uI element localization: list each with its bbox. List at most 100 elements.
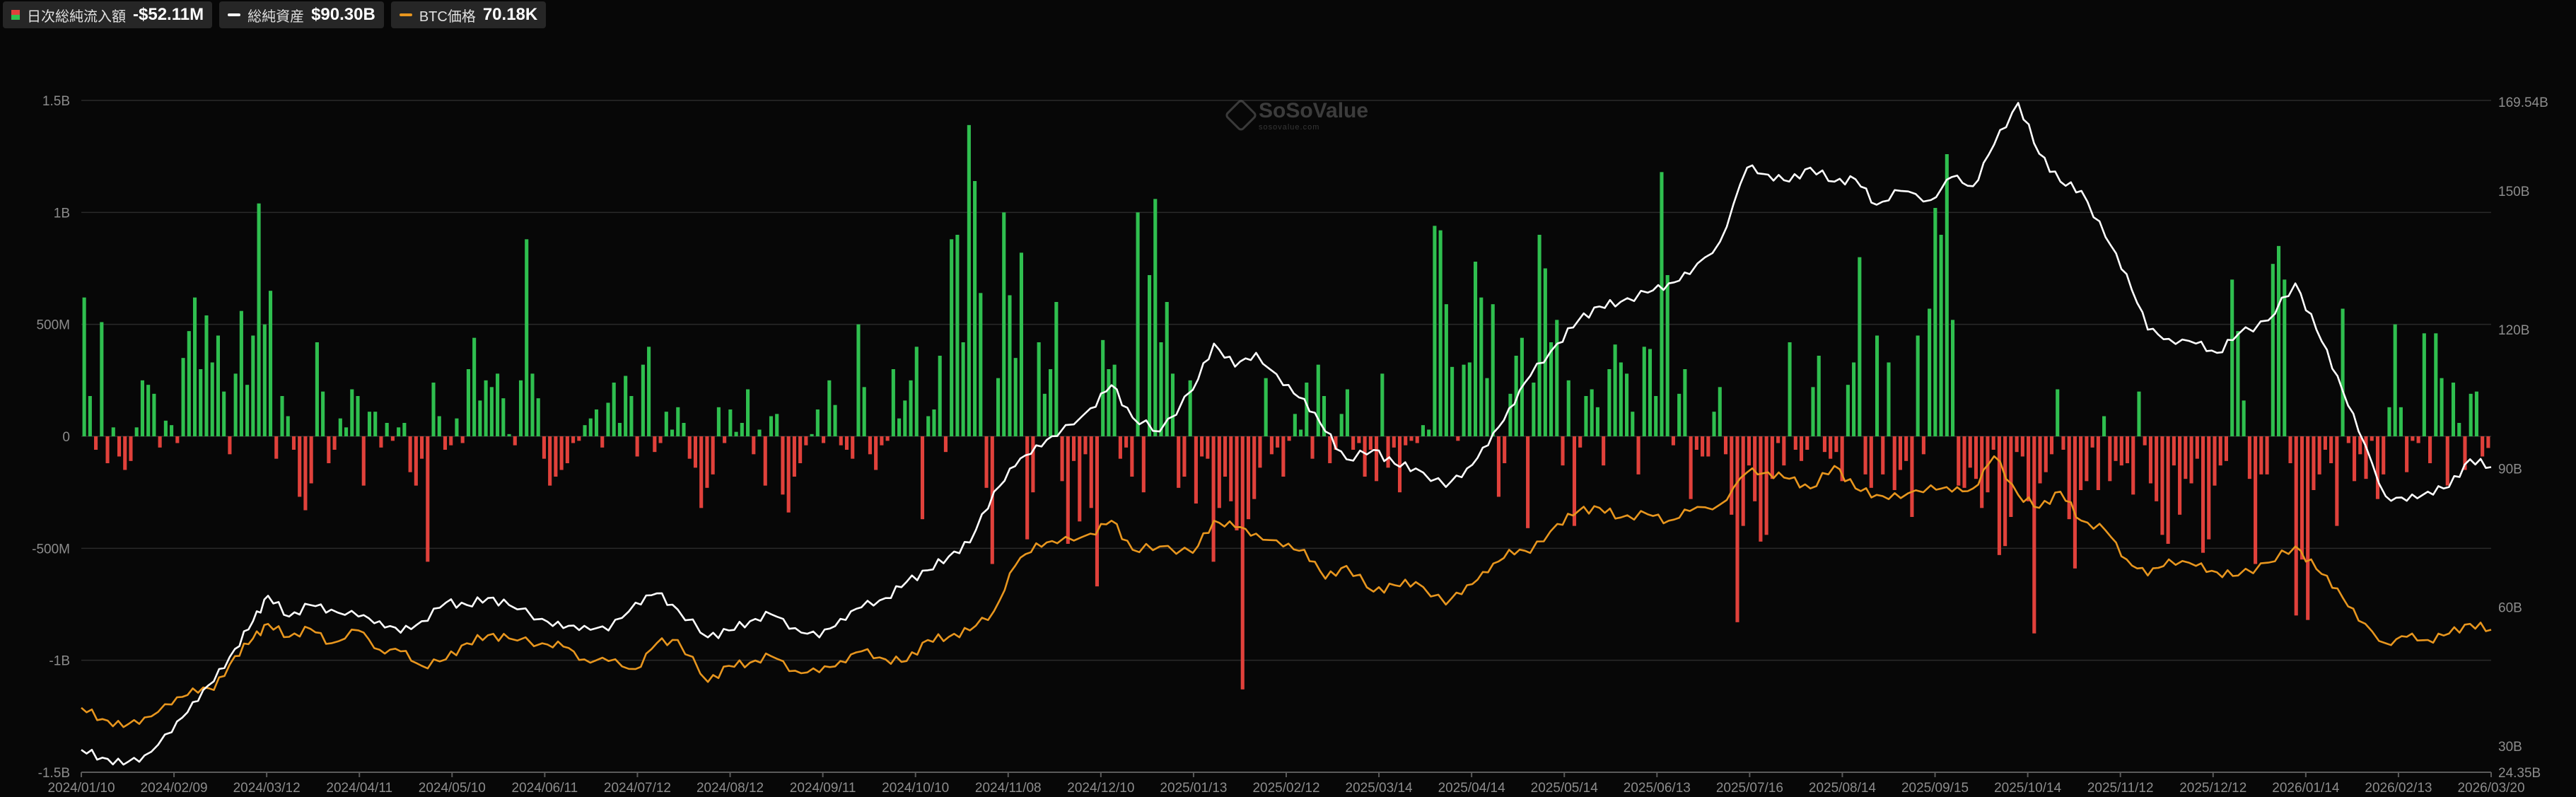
y-left-tick-label: -1.5B: [38, 766, 70, 781]
inflow-bar: [926, 416, 931, 436]
outflow-bar: [1310, 436, 1315, 459]
outflow-bar: [1503, 436, 1507, 463]
inflow-bar: [100, 322, 104, 436]
inflow-bar: [1788, 342, 1792, 436]
inflow-bar: [1170, 373, 1175, 436]
inflow-bar: [1648, 349, 1653, 436]
outflow-bar: [1706, 436, 1710, 457]
x-tick-label: 2024/09/11: [790, 781, 856, 796]
inflow-bar: [2283, 279, 2287, 436]
outflow-bar: [2207, 436, 2211, 540]
outflow-bar: [513, 436, 517, 446]
inflow-bar: [170, 425, 174, 436]
outflow-bar: [1130, 436, 1134, 477]
outflow-bar: [2020, 436, 2024, 457]
outflow-bar: [1869, 436, 1873, 488]
x-tick-label: 2025/03/14: [1346, 781, 1414, 796]
outflow-bar: [2306, 436, 2310, 620]
inflow-bar: [1712, 412, 1716, 436]
outflow-bar: [2370, 436, 2374, 441]
outflow-bar: [420, 436, 424, 459]
outflow-bar: [1526, 436, 1530, 528]
inflow-bar: [629, 396, 634, 436]
outflow-bar: [1258, 436, 1262, 468]
outflow-bar: [1124, 436, 1129, 448]
outflow-bar: [94, 436, 98, 450]
watermark: SoSoValue sosovalue.com: [1223, 98, 1368, 133]
inflow-bar: [2242, 400, 2246, 436]
outflow-bar: [1031, 436, 1035, 493]
x-tick-label: 2025/07/16: [1716, 781, 1783, 796]
inflow-bar: [1467, 362, 1471, 436]
outflow-bar: [2329, 436, 2333, 463]
inflow-bar: [2474, 391, 2478, 436]
legend-item-net-assets[interactable]: 総純資産 $90.30B: [219, 1, 384, 28]
outflow-bar: [1723, 436, 1728, 455]
outflow-bar: [711, 436, 715, 475]
outflow-bar: [2254, 436, 2258, 564]
outflow-bar: [1834, 436, 1838, 453]
outflow-bar: [1735, 436, 1739, 622]
legend-value: $90.30B: [311, 5, 375, 24]
inflow-bar: [827, 380, 832, 436]
outflow-bar: [414, 436, 418, 486]
inflow-bar: [2457, 423, 2461, 436]
outflow-bar: [2189, 436, 2193, 484]
outflow-bar: [653, 436, 657, 453]
inflow-bar: [181, 358, 185, 436]
legend-label: 総純資産: [247, 8, 305, 25]
outflow-bar: [2224, 436, 2229, 461]
outflow-bar: [2259, 436, 2263, 475]
outflow-bar: [2411, 436, 2415, 441]
inflow-bar: [1508, 393, 1513, 436]
outflow-bar: [1071, 436, 1076, 461]
inflow-bar: [2137, 391, 2141, 436]
outflow-bar: [687, 436, 692, 459]
outflow-bar: [2312, 436, 2316, 490]
inflow-bar: [1491, 304, 1495, 436]
x-tick-label: 2024/05/10: [419, 781, 486, 796]
inflow-bar: [682, 423, 686, 436]
outflow-bar: [1671, 436, 1675, 446]
inflow-bar: [239, 310, 243, 436]
outflow-bar: [1991, 436, 1995, 450]
inflow-bar: [728, 409, 733, 436]
outflow-bar: [1118, 436, 1122, 459]
inflow-bar: [397, 427, 401, 436]
inflow-bar: [1852, 362, 1856, 436]
inflow-bar: [373, 412, 378, 436]
inflow-bar: [187, 331, 191, 436]
inflow-bar: [286, 416, 290, 436]
outflow-bar: [1328, 436, 1332, 463]
inflow-bar: [973, 181, 977, 436]
outflow-bar: [1578, 436, 1583, 448]
legend-item-net-inflow[interactable]: 日次総純流入額 -$52.11M: [3, 1, 213, 28]
inflow-bar: [466, 369, 470, 436]
y-left-tick-label: 500M: [36, 318, 70, 333]
outflow-bar: [2061, 436, 2065, 450]
outflow-bar: [1281, 436, 1286, 477]
y-left-tick-label: 1B: [54, 206, 70, 221]
x-tick-label: 2024/10/10: [882, 781, 949, 796]
watermark-sub: sosovalue.com: [1259, 123, 1320, 132]
legend-label: 日次総純流入額: [27, 8, 126, 25]
inflow-bar: [647, 347, 651, 436]
x-tick-label: 2024/12/10: [1067, 781, 1134, 796]
legend-item-btc-price[interactable]: BTC価格 70.18K: [390, 1, 547, 28]
inflow-bar: [518, 380, 523, 436]
outflow-bar: [1456, 436, 1460, 441]
outflow-bar: [2049, 436, 2054, 455]
inflow-bar: [624, 376, 628, 436]
outflow-bar: [2416, 436, 2420, 443]
outflow-bar: [298, 436, 302, 497]
outflow-bar: [1602, 436, 1606, 466]
outflow-bar: [1397, 436, 1402, 493]
inflow-bar: [996, 378, 1001, 436]
outflow-bar: [158, 436, 162, 448]
inflow-bar: [82, 297, 86, 436]
y-right-tick-label: 150B: [2498, 185, 2529, 199]
inflow-bar: [2440, 378, 2444, 436]
outflow-bar: [309, 436, 313, 484]
outflow-bar: [1892, 436, 1896, 490]
outflow-bar: [2335, 436, 2339, 526]
